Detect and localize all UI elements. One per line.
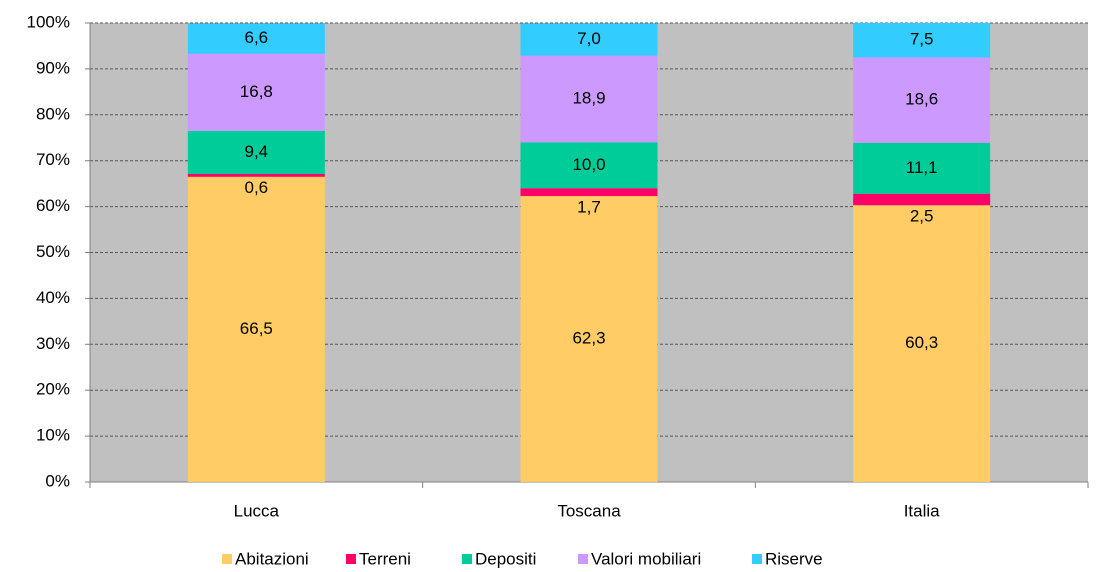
bar-segment bbox=[853, 193, 991, 206]
bar-segment bbox=[520, 23, 658, 56]
value-label: 66,5 bbox=[240, 319, 273, 338]
bar-segment bbox=[853, 142, 991, 194]
y-tick-label: 100% bbox=[27, 12, 70, 31]
y-tick-label: 60% bbox=[36, 196, 70, 215]
legend-swatch bbox=[578, 554, 588, 564]
legend-label: Terreni bbox=[359, 549, 411, 568]
y-tick-label: 10% bbox=[36, 426, 70, 445]
bar-segment bbox=[520, 55, 658, 143]
bar-segment bbox=[520, 196, 658, 482]
bar-segment bbox=[853, 23, 991, 58]
legend-label: Abitazioni bbox=[235, 549, 309, 568]
value-label: 18,9 bbox=[572, 88, 605, 107]
y-tick-label: 20% bbox=[36, 380, 70, 399]
value-label: 10,0 bbox=[572, 155, 605, 174]
value-label: 9,4 bbox=[245, 142, 269, 161]
bar-segment bbox=[187, 53, 325, 131]
legend-label: Depositi bbox=[475, 549, 536, 568]
y-tick-label: 80% bbox=[36, 104, 70, 123]
y-tick-label: 90% bbox=[36, 58, 70, 77]
legend-swatch bbox=[222, 554, 232, 564]
value-label: 11,1 bbox=[906, 158, 938, 177]
bar-segment bbox=[520, 188, 658, 197]
bar-segment bbox=[187, 174, 325, 177]
x-tick-label: Toscana bbox=[557, 501, 621, 520]
value-label: 0,6 bbox=[245, 178, 269, 197]
value-label: 62,3 bbox=[572, 329, 605, 348]
y-tick-label: 0% bbox=[45, 471, 70, 490]
bar-segment bbox=[187, 23, 325, 54]
y-tick-label: 30% bbox=[36, 334, 70, 353]
value-label: 18,6 bbox=[905, 90, 938, 109]
y-tick-label: 70% bbox=[36, 150, 70, 169]
value-label: 1,7 bbox=[577, 198, 601, 217]
legend-swatch bbox=[462, 554, 472, 564]
value-label: 7,0 bbox=[577, 29, 601, 48]
y-tick-label: 50% bbox=[36, 242, 70, 261]
value-label: 6,6 bbox=[245, 28, 269, 47]
legend-label: Riserve bbox=[765, 549, 823, 568]
bar-segment bbox=[187, 176, 325, 482]
value-label: 60,3 bbox=[905, 333, 938, 352]
bar-segment bbox=[187, 130, 325, 175]
legend-swatch bbox=[752, 554, 762, 564]
y-tick-label: 40% bbox=[36, 288, 70, 307]
bar-segment bbox=[853, 205, 991, 482]
value-label: 7,5 bbox=[910, 30, 934, 49]
value-label: 2,5 bbox=[910, 207, 934, 226]
bar-segment bbox=[520, 142, 658, 189]
bar-segment bbox=[853, 57, 991, 143]
legend-label: Valori mobiliari bbox=[591, 549, 701, 568]
legend-swatch bbox=[346, 554, 356, 564]
x-tick-label: Italia bbox=[904, 501, 940, 520]
x-tick-label: Lucca bbox=[234, 501, 280, 520]
value-label: 16,8 bbox=[240, 82, 273, 101]
